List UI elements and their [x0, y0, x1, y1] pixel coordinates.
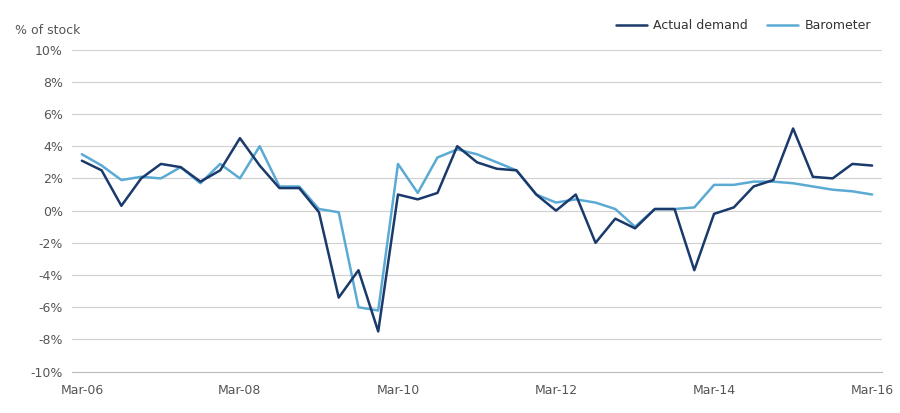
Barometer — [571, 197, 581, 202]
Actual demand — [551, 208, 562, 213]
Barometer — [116, 178, 127, 183]
Actual demand — [511, 168, 522, 173]
Actual demand — [788, 126, 798, 131]
Barometer — [688, 205, 699, 210]
Actual demand — [116, 203, 127, 208]
Barometer — [551, 200, 562, 205]
Actual demand — [650, 206, 661, 211]
Actual demand — [708, 211, 719, 216]
Actual demand — [353, 268, 364, 273]
Actual demand — [867, 163, 877, 168]
Barometer — [76, 152, 87, 157]
Barometer — [827, 187, 838, 192]
Barometer — [255, 144, 266, 149]
Actual demand — [412, 197, 423, 202]
Actual demand — [274, 185, 284, 190]
Barometer — [590, 200, 601, 205]
Barometer — [373, 308, 383, 313]
Actual demand — [728, 205, 739, 210]
Barometer — [96, 163, 107, 168]
Barometer — [392, 161, 403, 166]
Barometer — [847, 189, 858, 194]
Barometer — [313, 206, 324, 211]
Actual demand — [195, 179, 206, 184]
Actual demand — [333, 295, 344, 300]
Barometer — [333, 210, 344, 215]
Actual demand — [235, 135, 246, 140]
Line: Actual demand: Actual demand — [82, 128, 872, 331]
Actual demand — [313, 210, 324, 215]
Actual demand — [136, 176, 147, 181]
Barometer — [452, 147, 463, 152]
Actual demand — [452, 144, 463, 149]
Barometer — [630, 224, 641, 229]
Actual demand — [156, 161, 166, 166]
Actual demand — [807, 174, 818, 179]
Barometer — [531, 192, 542, 197]
Barometer — [728, 183, 739, 188]
Actual demand — [215, 168, 226, 173]
Barometer — [176, 165, 186, 170]
Actual demand — [176, 165, 186, 170]
Barometer — [708, 183, 719, 188]
Barometer — [491, 160, 502, 165]
Text: % of stock: % of stock — [15, 24, 81, 37]
Actual demand — [748, 184, 759, 189]
Actual demand — [373, 329, 383, 334]
Actual demand — [293, 185, 304, 190]
Actual demand — [688, 268, 699, 273]
Actual demand — [847, 161, 858, 166]
Barometer — [610, 206, 621, 211]
Barometer — [511, 168, 522, 173]
Barometer — [195, 181, 206, 186]
Barometer — [293, 184, 304, 189]
Actual demand — [531, 192, 542, 197]
Barometer — [274, 184, 284, 189]
Actual demand — [590, 240, 601, 245]
Barometer — [353, 305, 364, 310]
Actual demand — [255, 163, 266, 168]
Barometer — [807, 184, 818, 189]
Barometer — [412, 190, 423, 195]
Barometer — [215, 161, 226, 166]
Legend: Actual demand, Barometer: Actual demand, Barometer — [611, 14, 876, 37]
Actual demand — [432, 190, 443, 195]
Actual demand — [472, 160, 482, 165]
Barometer — [156, 176, 166, 181]
Actual demand — [768, 178, 778, 183]
Actual demand — [571, 192, 581, 197]
Barometer — [748, 179, 759, 184]
Line: Barometer: Barometer — [82, 146, 872, 311]
Actual demand — [630, 226, 641, 231]
Barometer — [432, 155, 443, 160]
Actual demand — [96, 168, 107, 173]
Barometer — [670, 206, 680, 211]
Actual demand — [610, 216, 621, 221]
Barometer — [788, 181, 798, 186]
Actual demand — [670, 206, 680, 211]
Barometer — [472, 152, 482, 157]
Barometer — [768, 179, 778, 184]
Actual demand — [392, 192, 403, 197]
Actual demand — [76, 158, 87, 163]
Barometer — [136, 174, 147, 179]
Actual demand — [491, 166, 502, 171]
Barometer — [235, 176, 246, 181]
Barometer — [650, 206, 661, 211]
Barometer — [867, 192, 877, 197]
Actual demand — [827, 176, 838, 181]
